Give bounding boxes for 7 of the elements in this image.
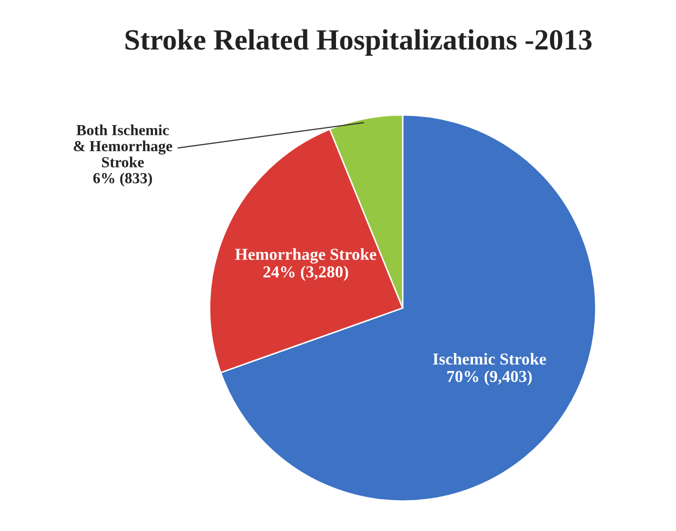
slice-label: Hemorrhage Stroke <box>235 248 376 264</box>
data-label: 24% (3,280) <box>263 266 348 281</box>
chart-title: Stroke Related Hospitalizations -2013 <box>126 29 592 56</box>
slice-label: Ischemic Stroke <box>432 352 546 365</box>
data-label: 70% (9,403) <box>447 370 532 386</box>
slice-label: Both Ischemic & Hemorrhage Stroke <box>74 124 172 168</box>
data-label: 6% (833) <box>93 172 152 186</box>
